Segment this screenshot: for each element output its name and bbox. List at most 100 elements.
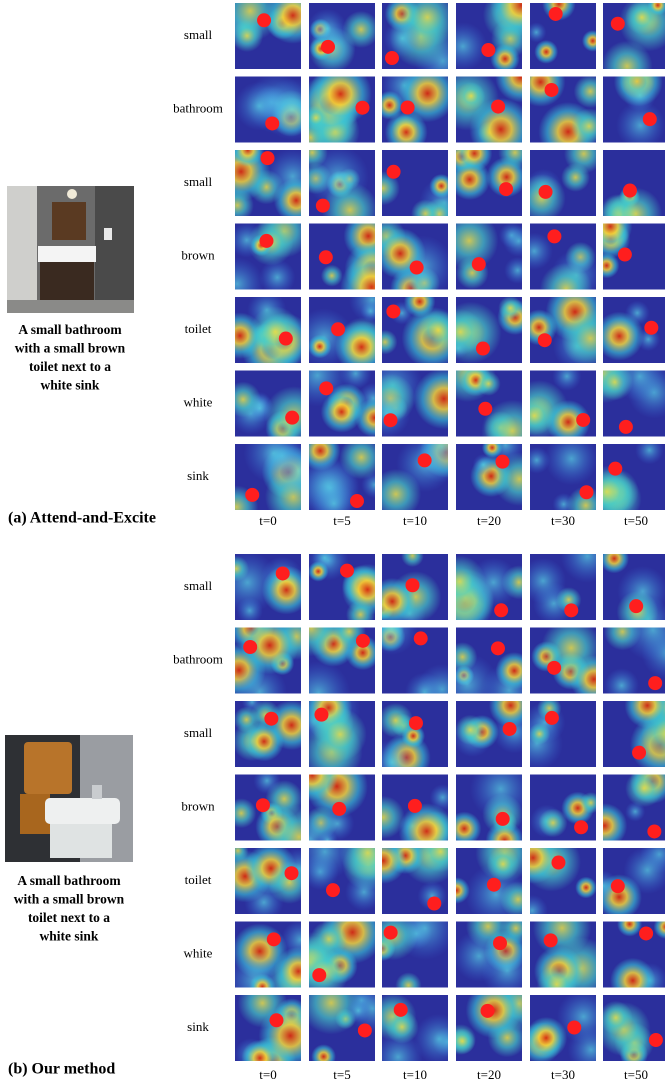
map-content — [217, 291, 312, 380]
map-content — [366, 150, 470, 230]
heat-blob — [250, 306, 301, 357]
row-label: sink — [187, 468, 209, 483]
attention-map — [297, 431, 388, 526]
peak-dot — [350, 494, 364, 508]
heat-blob — [429, 174, 453, 198]
row-label: bathroom — [173, 100, 223, 115]
peak-dot — [478, 402, 492, 416]
map-content — [596, 995, 665, 1068]
heat-blob — [571, 108, 607, 144]
map-content — [509, 362, 596, 444]
map-content — [520, 990, 614, 1073]
attention-map — [290, 63, 375, 159]
column-label: t=5 — [333, 1067, 350, 1082]
heat-blob — [308, 561, 328, 581]
attention-map — [603, 57, 665, 149]
column-label: t=30 — [551, 1067, 575, 1082]
photo-a — [7, 186, 134, 313]
peak-dot — [394, 1003, 408, 1017]
heat-blob — [231, 20, 263, 52]
map-content — [375, 62, 456, 154]
panel-caption: (a) Attend-and-Excite — [8, 510, 156, 527]
column-label: t=5 — [333, 513, 350, 528]
heat-blob — [455, 715, 485, 745]
heat-blob — [534, 40, 558, 64]
map-content — [595, 297, 665, 363]
prompt-line: toilet next to a — [29, 359, 111, 374]
heat-blob — [496, 652, 534, 690]
map-content — [446, 135, 532, 216]
map-content — [526, 0, 603, 69]
heat-blob — [342, 11, 379, 48]
heat-blob — [635, 436, 663, 464]
prompt-line: white sink — [40, 929, 99, 944]
attention-map — [216, 551, 310, 623]
attention-map — [526, 0, 603, 69]
map-content — [603, 57, 665, 149]
heat-blob — [418, 310, 458, 350]
peak-dot — [476, 342, 490, 356]
map-content — [308, 540, 394, 629]
map-content — [297, 431, 388, 526]
peak-dot — [267, 932, 281, 946]
heat-blob — [617, 912, 642, 937]
attention-map — [375, 62, 456, 154]
peak-dot — [608, 462, 622, 476]
map-content — [453, 684, 537, 767]
map-content — [290, 63, 375, 159]
attention-map — [603, 912, 665, 1004]
heat-blob — [599, 544, 629, 574]
map-content — [530, 899, 612, 1005]
map-content — [235, 978, 322, 1083]
heat-blob — [321, 391, 363, 433]
attention-map — [516, 57, 607, 161]
column-label: t=30 — [551, 513, 575, 528]
peak-dot — [321, 40, 335, 54]
heat-blob — [378, 703, 413, 738]
heat-blob — [440, 212, 498, 270]
attention-map — [232, 692, 316, 767]
peak-dot — [410, 261, 424, 275]
attention-map — [523, 432, 605, 524]
peak-dot — [629, 599, 643, 613]
attention-map — [295, 277, 395, 373]
attention-map — [447, 758, 531, 859]
heat-blob — [373, 330, 398, 355]
row-label: small — [184, 27, 213, 42]
map-content — [523, 432, 605, 524]
row-label: toilet — [185, 872, 212, 887]
peak-dot — [257, 13, 271, 27]
peak-dot — [264, 712, 278, 726]
attention-map — [599, 544, 665, 642]
peak-dot — [312, 968, 326, 982]
row-label: sink — [187, 1019, 209, 1034]
peak-dot — [387, 165, 401, 179]
peak-dot — [408, 799, 422, 813]
row-label: white — [184, 945, 213, 960]
map-content — [295, 277, 395, 373]
peak-dot — [545, 83, 559, 97]
heat-blob — [503, 225, 535, 257]
attention-map — [509, 362, 596, 444]
peak-dot — [386, 304, 400, 318]
heat-blob — [517, 174, 565, 222]
heat-blob — [482, 437, 503, 458]
map-content — [369, 701, 448, 785]
peak-dot — [316, 199, 330, 213]
map-content — [367, 218, 454, 310]
heat-blob — [395, 972, 421, 998]
map-content — [225, 371, 323, 447]
peak-dot — [358, 1023, 372, 1037]
row-label: toilet — [185, 321, 212, 336]
peak-dot — [276, 566, 290, 580]
peak-dot — [639, 926, 653, 940]
peak-dot — [401, 100, 415, 114]
peak-dot — [549, 7, 563, 21]
attention-map — [235, 978, 322, 1083]
attention-map — [212, 133, 321, 222]
column-label: t=10 — [403, 1067, 427, 1082]
column-label: t=10 — [403, 513, 427, 528]
attention-map — [369, 544, 448, 629]
peak-dot — [332, 802, 346, 816]
heat-blob — [526, 22, 546, 42]
